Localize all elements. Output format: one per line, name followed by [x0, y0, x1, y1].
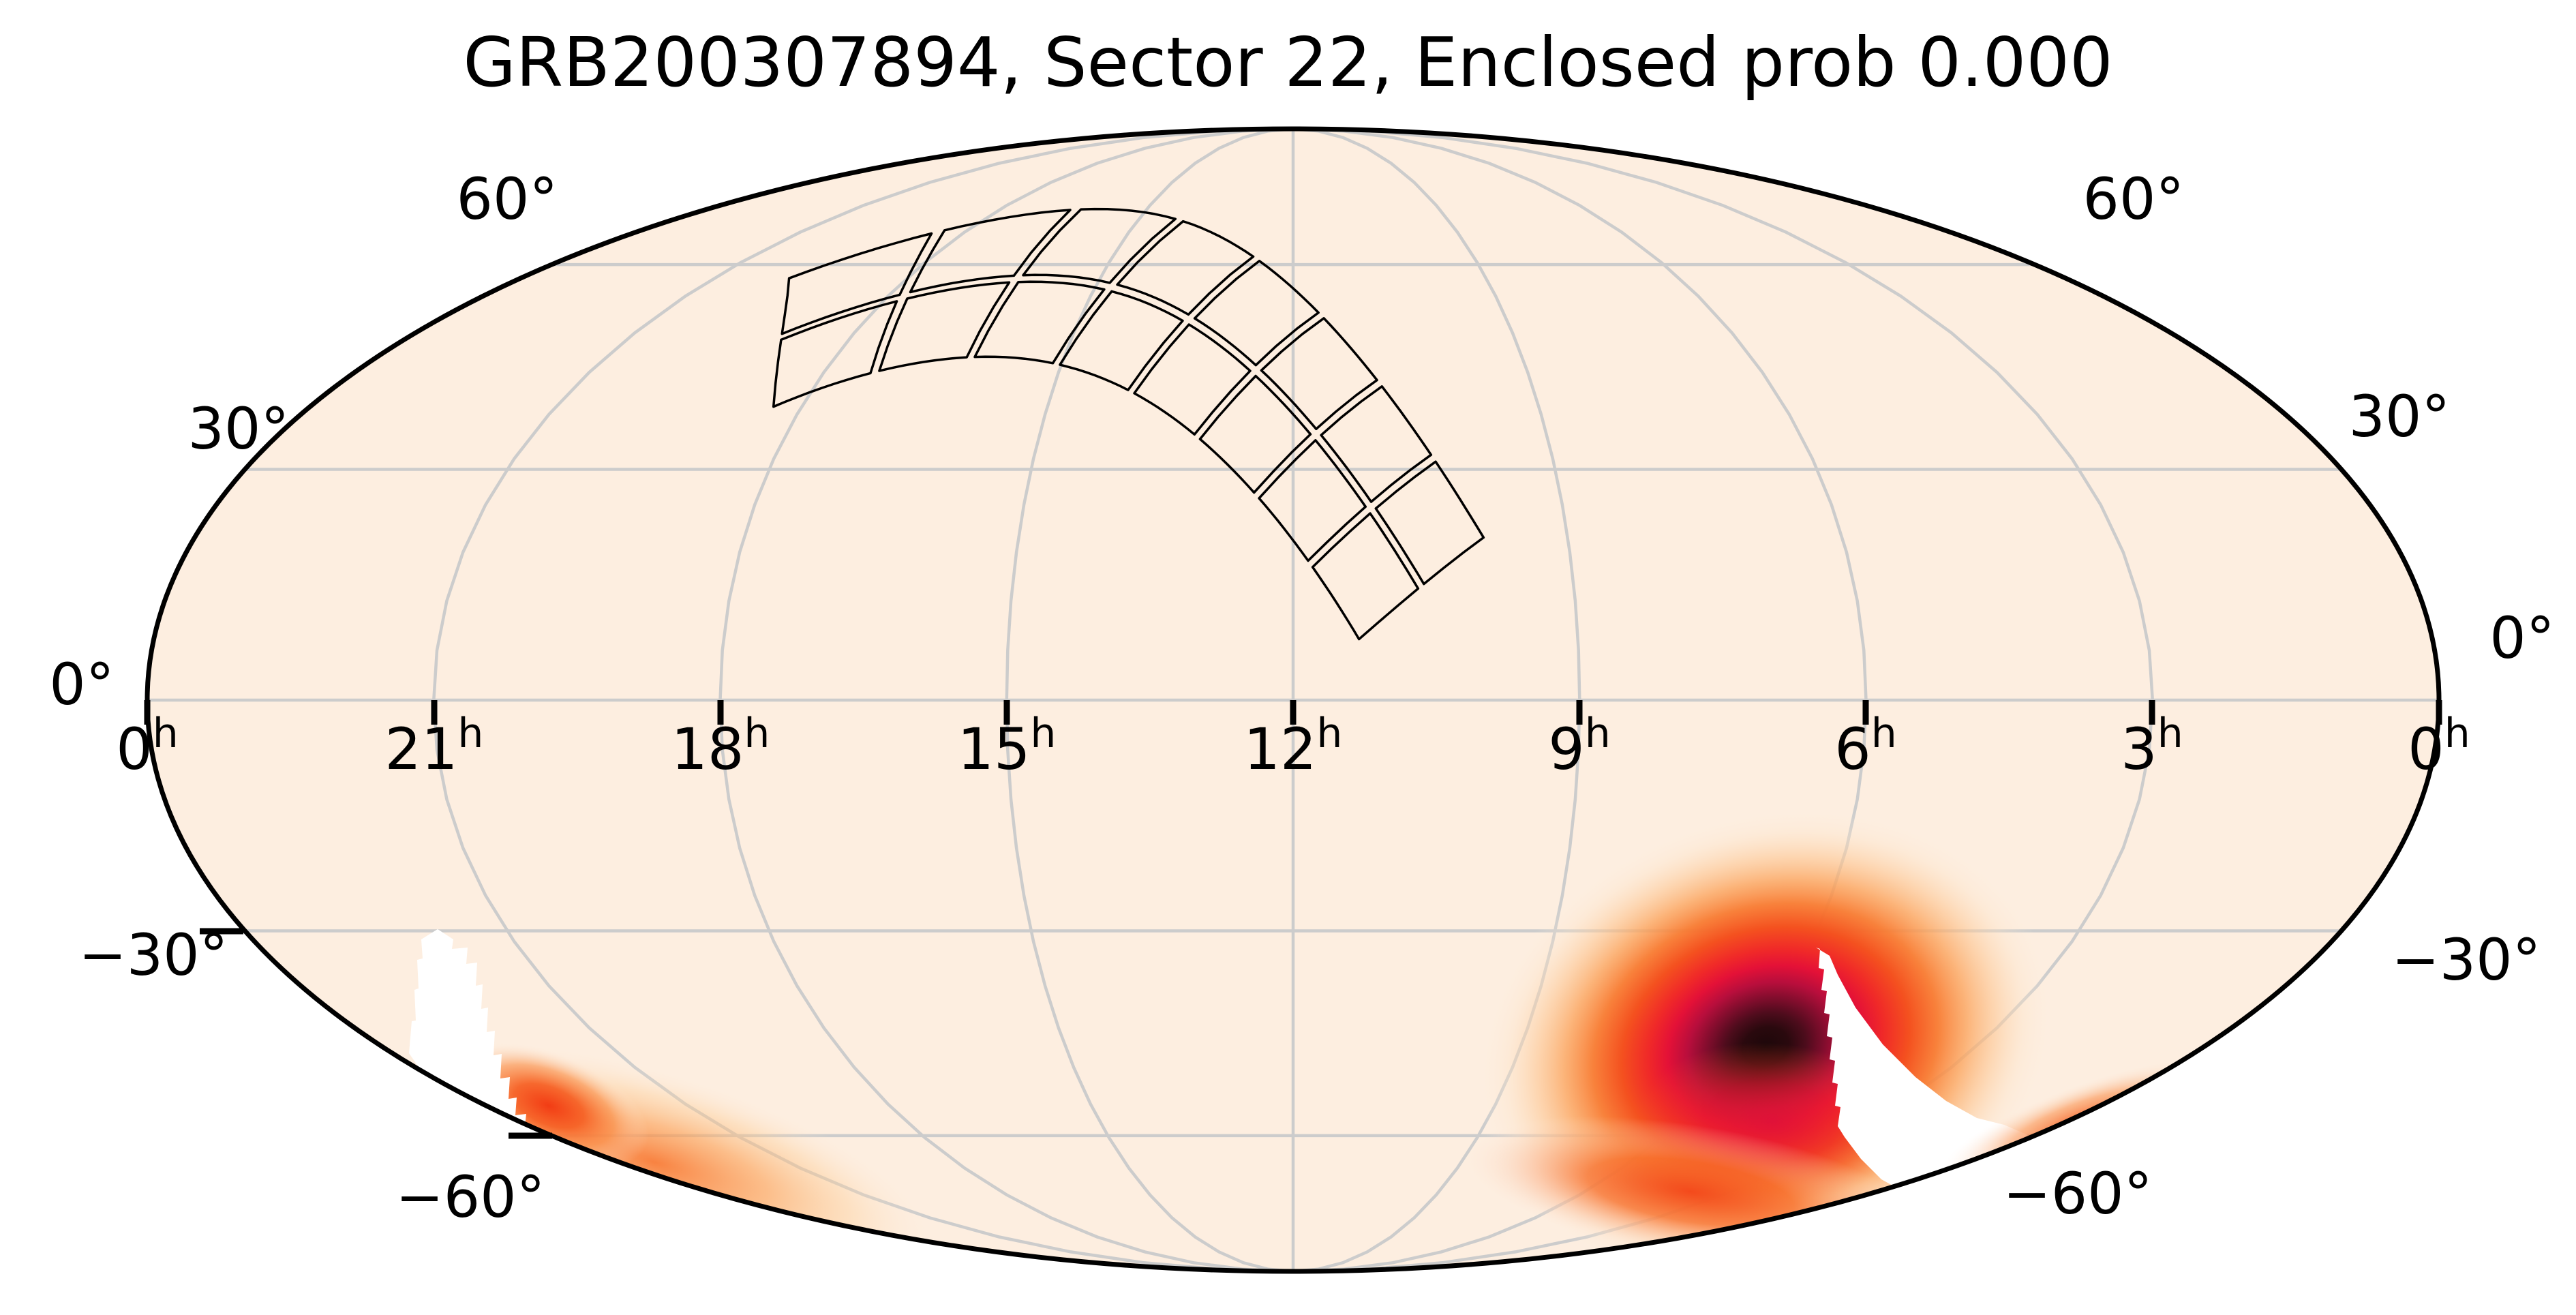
footprint-ccd-5-2 — [1116, 220, 1255, 316]
footprint-ccd-8-2 — [781, 232, 933, 335]
footprint-ccd-2-1 — [1258, 439, 1367, 562]
footprint-ccd-6-2 — [1022, 207, 1177, 284]
dec-label-left: 0° — [49, 651, 114, 718]
dec-label-left: −30° — [78, 922, 228, 988]
footprint-ccd-1-1 — [1311, 512, 1420, 641]
ra-label: 3h — [2121, 710, 2183, 783]
dec-label-left: 60° — [457, 166, 558, 232]
dec-label-left: −60° — [395, 1164, 545, 1230]
footprint-ccd-4-2 — [1193, 260, 1320, 367]
ra-label: 6h — [1834, 710, 1896, 783]
chart-title: GRB200307894, Sector 22, Enclosed prob 0… — [463, 22, 2113, 102]
sector-footprint — [772, 207, 1485, 641]
footprint-ccd-7-2 — [909, 209, 1072, 294]
dec-label-left: 30° — [188, 395, 290, 462]
ra-label: 18h — [671, 710, 770, 783]
ra-label: 15h — [958, 710, 1057, 783]
footprint-ccd-6-1 — [973, 280, 1106, 365]
ra-label: 21h — [385, 710, 484, 783]
footprint-ccd-3-1 — [1198, 374, 1312, 494]
axis-ticks — [144, 700, 2442, 1139]
axis-labels: 60° 30° 0° −30° −60° 60° 30° 0° −30° −60° 0h 21h 18h… — [49, 166, 2554, 1230]
right-zero-prob-notch — [1816, 948, 2028, 1194]
dec-label-right: 60° — [2083, 166, 2185, 232]
footprint-ccd-2-2 — [1320, 385, 1433, 503]
dec-label-right: −30° — [2391, 926, 2541, 993]
footprint-ccd-1-2 — [1374, 460, 1485, 586]
footprint-ccd-5-1 — [1059, 290, 1184, 391]
ra-label: 0h — [2408, 710, 2470, 783]
footprint-ccd-8-1 — [772, 300, 898, 408]
dec-label-right: 0° — [2489, 605, 2554, 671]
footprint-ccd-4-1 — [1133, 323, 1252, 436]
footprint-ccd-7-1 — [878, 281, 1011, 372]
ra-label: 0h — [116, 710, 178, 783]
dec-label-right: 30° — [2349, 383, 2451, 450]
dec-label-right: −60° — [2003, 1160, 2152, 1227]
footprint-ccd-3-2 — [1260, 317, 1378, 431]
ra-label: 9h — [1548, 710, 1610, 783]
ra-label: 12h — [1244, 710, 1343, 783]
